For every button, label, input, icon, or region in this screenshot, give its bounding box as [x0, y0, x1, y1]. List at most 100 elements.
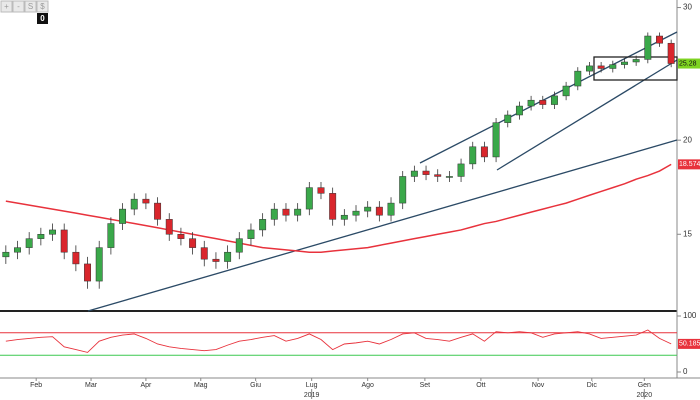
rsi-line — [5, 329, 672, 353]
candle-body — [562, 85, 570, 97]
candle-body — [270, 208, 278, 220]
candle-body — [14, 247, 21, 253]
x-tick-label: Apr — [140, 382, 152, 389]
candle-body — [294, 208, 302, 216]
price-tag — [678, 58, 700, 69]
price-tag-label: 25.28 — [679, 60, 697, 67]
candle-body — [329, 193, 337, 220]
candle-body — [399, 176, 407, 204]
price-tag-label: 18.5744 — [679, 161, 700, 168]
y-tick-label: 100 — [683, 311, 697, 320]
candle-body — [305, 187, 313, 210]
channel-upper — [419, 31, 678, 164]
candle-body — [247, 229, 255, 239]
candle-body — [154, 202, 162, 220]
support-trendline — [87, 139, 678, 312]
candle-body — [37, 234, 45, 239]
candle-body — [282, 208, 290, 216]
toolbar: + - S $0 — [0, 0, 49, 24]
y-tick-label: 15 — [683, 229, 692, 238]
toolbar-button[interactable] — [0, 0, 13, 13]
candle-body — [387, 202, 395, 216]
candle-body — [95, 247, 103, 282]
candle-body — [632, 59, 640, 63]
x-tick-label: Gen — [638, 382, 651, 389]
x-tick-label: Mar — [85, 382, 98, 389]
candle-body — [72, 251, 80, 265]
y-tick-label: 0 — [683, 367, 688, 376]
badge — [37, 13, 48, 24]
trendlines — [87, 31, 678, 312]
candle-body — [60, 229, 68, 253]
toolbar-button[interactable] — [36, 0, 49, 13]
candle-body — [212, 258, 220, 262]
x-tick-label: Mag — [194, 382, 208, 389]
candle-body — [375, 206, 383, 216]
candle-body — [621, 61, 628, 65]
candle-body — [550, 95, 558, 105]
candle-body — [527, 99, 535, 107]
candle-body — [597, 65, 605, 69]
candle-body — [504, 114, 512, 123]
toolbar-button-label: $ — [40, 2, 45, 11]
candle-body — [574, 70, 582, 87]
candle-body — [457, 163, 465, 177]
candle-body — [656, 35, 663, 44]
candle-body — [585, 65, 593, 72]
toolbar-button[interactable] — [24, 0, 37, 13]
x-tick-label: Set — [420, 382, 431, 389]
candle-body — [539, 99, 547, 105]
price-tag — [678, 338, 700, 349]
candle-body — [492, 122, 500, 158]
candle-body — [667, 42, 675, 64]
candle-body — [200, 247, 208, 260]
candle-body — [107, 223, 115, 248]
x-tick-label: Ago — [361, 382, 374, 389]
candle-body — [2, 251, 10, 258]
toolbar-button-label: - — [17, 2, 20, 11]
candle-body — [445, 176, 453, 178]
x-tick-label: Feb — [30, 382, 42, 389]
x-tick-label: Ott — [476, 382, 485, 389]
toolbar-button[interactable] — [12, 0, 25, 13]
candle-body — [189, 238, 197, 248]
candle-body — [259, 219, 267, 231]
candle-body — [644, 35, 652, 60]
range-box — [593, 56, 678, 81]
candle-body — [49, 229, 56, 235]
candle-body — [422, 170, 430, 175]
candle-body — [364, 206, 372, 212]
candle-body — [142, 198, 150, 204]
price-tag-label: 50.1856 — [679, 341, 700, 348]
x-tick-label: Giu — [250, 382, 261, 389]
candle-body — [84, 263, 92, 282]
y-tick-label: 30 — [683, 3, 692, 12]
price-tag — [678, 159, 700, 170]
moving-average — [5, 163, 672, 253]
candle-body — [119, 208, 127, 224]
candle-body — [25, 238, 33, 248]
x-tick-label: Lug — [306, 382, 318, 389]
candle-body — [165, 219, 173, 235]
x-tick-label: Dic — [587, 382, 598, 389]
candle-body — [609, 64, 617, 69]
y-tick-label: 20 — [683, 135, 692, 144]
candle-body — [177, 234, 185, 239]
toolbar-button-label: S — [28, 2, 33, 11]
candle-body — [352, 210, 360, 216]
candle-body — [410, 170, 418, 177]
candle-body — [340, 214, 348, 220]
candle-body — [469, 146, 477, 165]
x-tick-label: Nov — [532, 382, 545, 389]
channel-lower — [496, 59, 678, 171]
year-tick-label: 2020 — [637, 392, 653, 399]
candle-body — [515, 105, 523, 116]
candle-body — [434, 174, 442, 177]
candle-body — [317, 187, 325, 194]
candle-body — [235, 238, 243, 253]
candle-body — [224, 251, 232, 262]
candle-body — [130, 198, 138, 210]
badge-label: 0 — [40, 14, 45, 23]
